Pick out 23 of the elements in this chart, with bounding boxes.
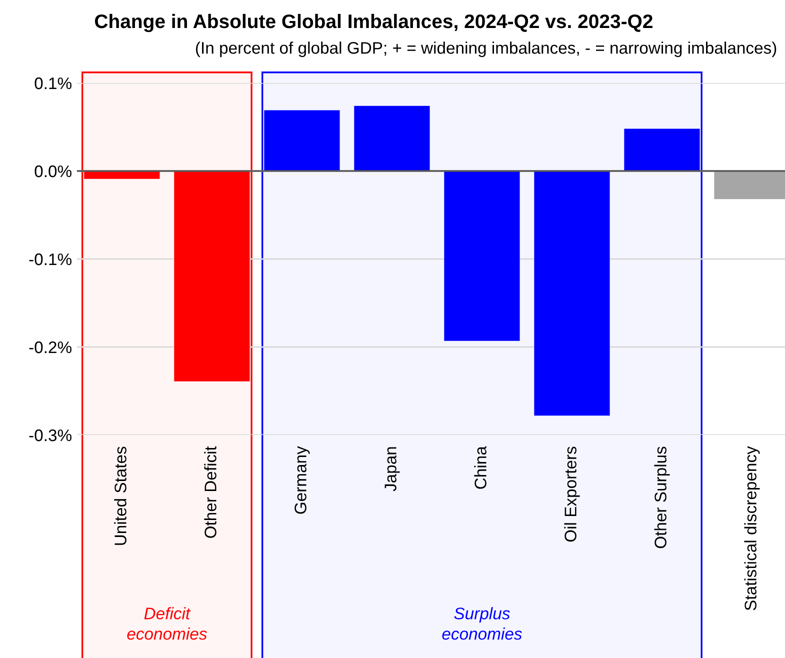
y-tick-label: -0.1%: [29, 253, 72, 266]
bar: [534, 171, 610, 416]
bar: [624, 128, 700, 171]
x-tick-label: Germany: [294, 446, 310, 514]
y-tick-label: -0.3%: [29, 429, 72, 442]
bar: [264, 110, 340, 171]
x-tick-label: Japan: [384, 447, 400, 492]
band-label: Surplus economies: [442, 607, 522, 640]
x-tick-label: Statistical discrepency: [744, 446, 760, 610]
chart-subtitle: (In percent of global GDP; + = widening imbalances, - = narrowing imbalances): [196, 42, 776, 58]
y-tick-label: 0.1%: [34, 77, 72, 90]
band-label: Deficit economies: [127, 607, 207, 640]
chart-title: Change in Absolute Global Imbalances, 2024-Q2 vs. 2023-Q2: [95, 14, 652, 32]
x-tick-label: United States: [114, 446, 126, 545]
x-tick-label: China: [474, 446, 486, 489]
bar: [174, 171, 250, 382]
y-tick-label: 0.0%: [34, 165, 72, 178]
x-tick-label: Other Deficit: [204, 446, 216, 538]
x-tick-label: Oil Exporters: [564, 446, 580, 542]
bar: [444, 171, 520, 341]
x-tick-label: Other Surplus: [654, 446, 670, 548]
y-tick-label: -0.2%: [29, 341, 72, 354]
bar: [354, 106, 430, 171]
